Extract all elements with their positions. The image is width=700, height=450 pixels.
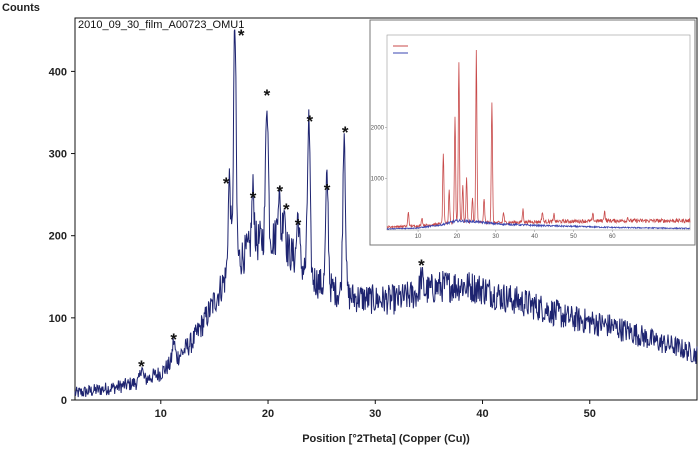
x-tick-label: 40: [476, 408, 488, 420]
y-axis-label: Counts: [2, 2, 40, 14]
inset-chart: 1000 2000 10 20 30 40 50 60: [369, 19, 696, 246]
inset-y-tick-label: 2000: [371, 125, 385, 131]
inset-x-tick-label: 60: [609, 234, 616, 240]
inset-x-axis: 10 20 30 40 50 60: [415, 230, 616, 240]
inset-x-tick-label: 10: [415, 234, 422, 240]
y-axis: 0 100 200 300 400: [49, 66, 75, 407]
peak-marker: *: [283, 200, 290, 219]
peak-marker: *: [170, 330, 177, 349]
peak-marker: *: [295, 216, 302, 235]
y-tick-label: 200: [49, 231, 67, 243]
x-tick-label: 30: [369, 408, 381, 420]
x-tick-label: 50: [584, 408, 596, 420]
inset-legend: [393, 45, 408, 54]
peak-marker: *: [307, 112, 314, 131]
x-axis-label: Position [°2Theta] (Copper (Cu)): [302, 433, 470, 445]
x-axis: 10 20 30 40 50: [155, 400, 596, 420]
x-tick-label: 20: [262, 408, 274, 420]
inset-x-tick-label: 50: [570, 234, 577, 240]
peak-marker: *: [250, 189, 257, 208]
y-tick-label: 400: [49, 66, 67, 78]
y-tick-label: 300: [49, 149, 67, 161]
inset-plot-frame: [386, 34, 691, 231]
peak-marker: *: [418, 256, 425, 275]
y-tick-label: 0: [61, 395, 67, 407]
inset-frame: [369, 19, 696, 246]
inset-x-tick-label: 20: [454, 234, 461, 240]
peak-markers: *************: [138, 26, 425, 376]
y-tick-label: 100: [49, 313, 67, 325]
inset-traces: [386, 49, 691, 230]
x-tick-label: 10: [155, 408, 167, 420]
peak-marker: *: [277, 182, 284, 201]
peak-marker: *: [138, 357, 145, 376]
plot-frame: [74, 17, 698, 401]
peak-marker: *: [223, 174, 230, 193]
peak-marker: *: [342, 123, 349, 142]
inset-trace: [386, 218, 691, 230]
inset-x-tick-label: 40: [531, 234, 538, 240]
inset-x-tick-label: 30: [492, 234, 499, 240]
inset-y-tick-label: 1000: [371, 177, 385, 183]
peak-marker: *: [264, 86, 271, 105]
chart-title: 2010_09_30_film_A00723_OMU1: [78, 19, 244, 31]
peak-marker: *: [238, 26, 245, 45]
inset-y-axis: 1000 2000: [371, 125, 387, 183]
peak-marker: *: [324, 180, 331, 199]
diffraction-trace: [74, 29, 698, 398]
